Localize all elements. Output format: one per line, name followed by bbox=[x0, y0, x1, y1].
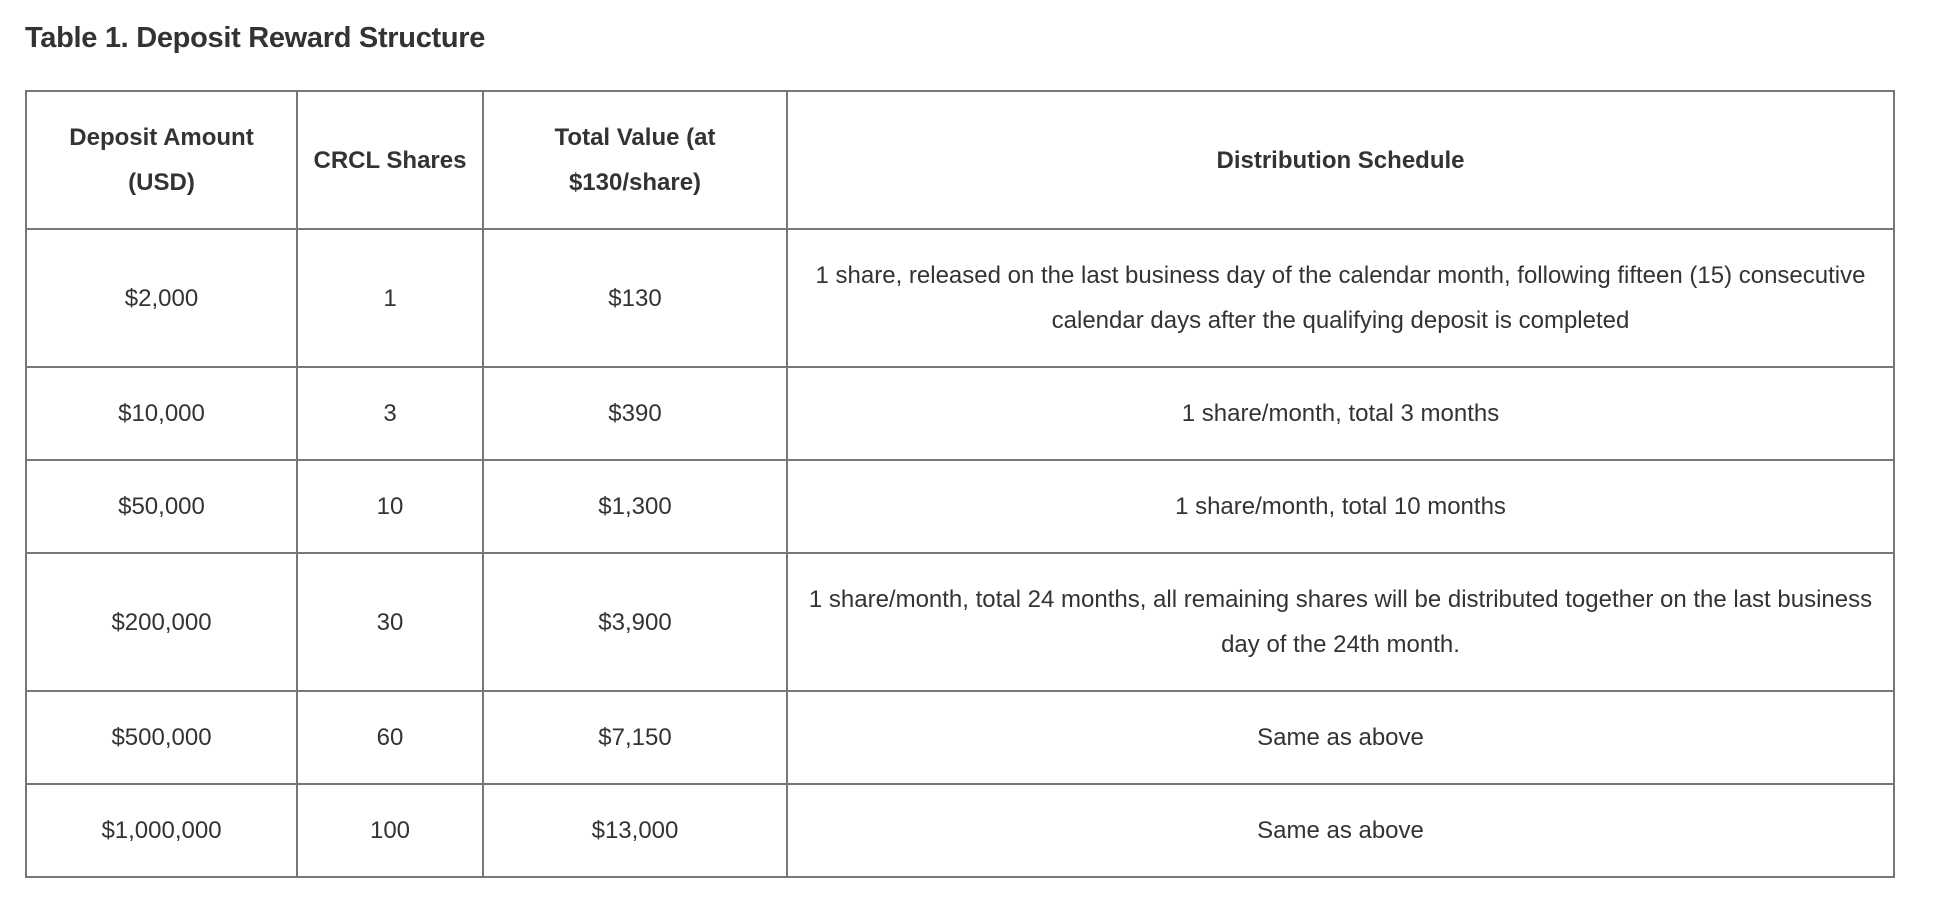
table-header-row: Deposit Amount (USD) CRCL Shares Total V… bbox=[25, 90, 1895, 230]
cell-distribution-schedule: 1 share/month, total 3 months bbox=[786, 366, 1895, 461]
cell-crcl-shares: 60 bbox=[296, 690, 484, 785]
cell-distribution-schedule: 1 share, released on the last business d… bbox=[786, 228, 1895, 368]
cell-deposit-amount: $500,000 bbox=[25, 690, 298, 785]
header-distribution-schedule: Distribution Schedule bbox=[786, 90, 1895, 230]
table-row: $50,000 10 $1,300 1 share/month, total 1… bbox=[25, 459, 1895, 554]
cell-crcl-shares: 10 bbox=[296, 459, 484, 554]
table-row: $1,000,000 100 $13,000 Same as above bbox=[25, 783, 1895, 878]
cell-deposit-amount: $50,000 bbox=[25, 459, 298, 554]
cell-total-value: $7,150 bbox=[482, 690, 788, 785]
cell-crcl-shares: 30 bbox=[296, 552, 484, 692]
cell-crcl-shares: 100 bbox=[296, 783, 484, 878]
cell-distribution-schedule: 1 share/month, total 10 months bbox=[786, 459, 1895, 554]
cell-total-value: $130 bbox=[482, 228, 788, 368]
cell-crcl-shares: 3 bbox=[296, 366, 484, 461]
table-row: $2,000 1 $130 1 share, released on the l… bbox=[25, 228, 1895, 368]
cell-deposit-amount: $200,000 bbox=[25, 552, 298, 692]
cell-crcl-shares: 1 bbox=[296, 228, 484, 368]
cell-total-value: $3,900 bbox=[482, 552, 788, 692]
cell-distribution-schedule: Same as above bbox=[786, 783, 1895, 878]
cell-deposit-amount: $1,000,000 bbox=[25, 783, 298, 878]
cell-total-value: $13,000 bbox=[482, 783, 788, 878]
table-title: Table 1. Deposit Reward Structure bbox=[25, 22, 486, 54]
header-crcl-shares: CRCL Shares bbox=[296, 90, 484, 230]
cell-deposit-amount: $2,000 bbox=[25, 228, 298, 368]
cell-total-value: $390 bbox=[482, 366, 788, 461]
table-row: $10,000 3 $390 1 share/month, total 3 mo… bbox=[25, 366, 1895, 461]
cell-distribution-schedule: 1 share/month, total 24 months, all rema… bbox=[786, 552, 1895, 692]
table-row: $200,000 30 $3,900 1 share/month, total … bbox=[25, 552, 1895, 692]
deposit-reward-table: Deposit Amount (USD) CRCL Shares Total V… bbox=[25, 90, 1895, 878]
cell-distribution-schedule: Same as above bbox=[786, 690, 1895, 785]
table-row: $500,000 60 $7,150 Same as above bbox=[25, 690, 1895, 785]
cell-deposit-amount: $10,000 bbox=[25, 366, 298, 461]
cell-total-value: $1,300 bbox=[482, 459, 788, 554]
header-total-value: Total Value (at $130/share) bbox=[482, 90, 788, 230]
header-deposit-amount: Deposit Amount (USD) bbox=[25, 90, 298, 230]
